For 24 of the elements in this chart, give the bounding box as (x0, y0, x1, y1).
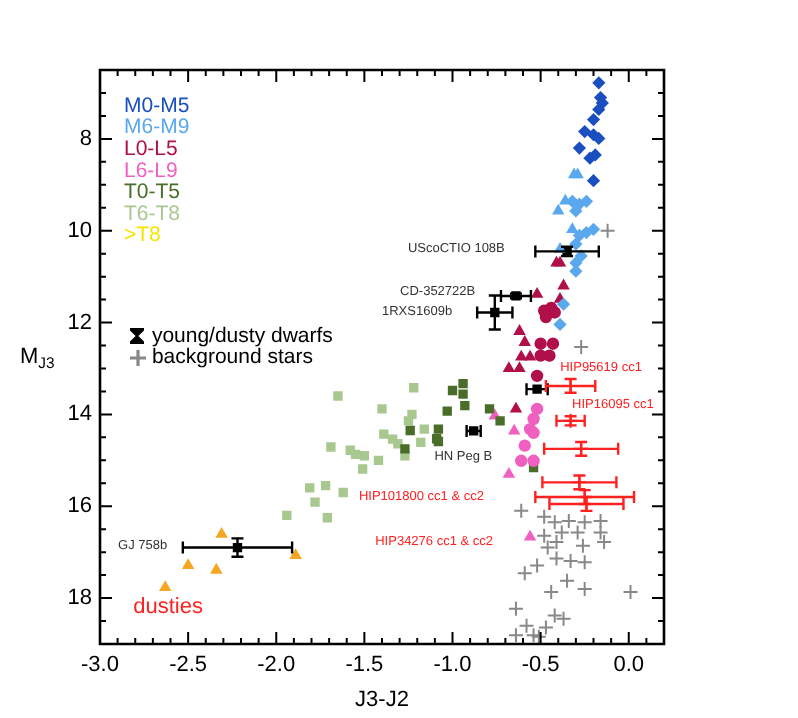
text: M6-M9 (124, 115, 190, 140)
x-axis-title: J3-J2 (355, 688, 409, 713)
text: M0-M5 (124, 93, 190, 118)
x-tick-label: 0.0 (613, 653, 645, 678)
text: T0-T5 (124, 180, 181, 205)
x-tick-label: -1.5 (345, 653, 384, 678)
y-tick-label: 8 (79, 126, 92, 151)
annotation: dusties (133, 594, 204, 619)
y-tick-label: 18 (67, 586, 92, 611)
y-tick-label: 12 (67, 310, 92, 335)
y-tick-label: 16 (67, 494, 92, 519)
annotation: background stars (151, 345, 313, 370)
text: T6-T8 (124, 201, 181, 226)
y-tick-label: 14 (67, 402, 92, 427)
text: L6-L9 (124, 158, 179, 183)
x-tick-label: -0.5 (521, 653, 560, 678)
text: L0-L5 (124, 136, 179, 161)
x-tick-label: -3.0 (81, 653, 119, 678)
x-tick-label: -1.0 (433, 653, 472, 678)
x-tick-label: -2.5 (169, 653, 208, 678)
y-tick-label: 10 (67, 218, 92, 243)
annotation: young/dusty dwarfs (151, 323, 333, 348)
x-tick-label: -2.0 (257, 653, 296, 678)
legend-label: >T8 (124, 223, 162, 248)
